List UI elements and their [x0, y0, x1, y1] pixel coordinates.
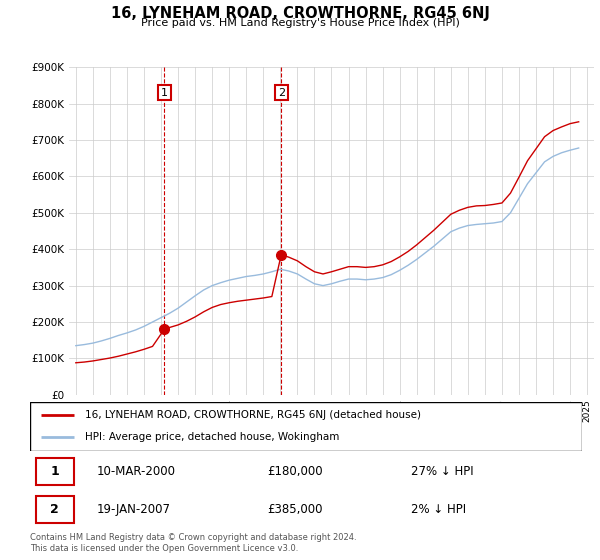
- Text: 1: 1: [50, 465, 59, 478]
- Text: 2% ↓ HPI: 2% ↓ HPI: [411, 503, 466, 516]
- Text: 1: 1: [161, 88, 168, 97]
- Text: HPI: Average price, detached house, Wokingham: HPI: Average price, detached house, Woki…: [85, 432, 340, 442]
- Text: 16, LYNEHAM ROAD, CROWTHORNE, RG45 6NJ (detached house): 16, LYNEHAM ROAD, CROWTHORNE, RG45 6NJ (…: [85, 410, 421, 421]
- FancyBboxPatch shape: [35, 458, 74, 486]
- Text: 27% ↓ HPI: 27% ↓ HPI: [411, 465, 473, 478]
- Text: £180,000: £180,000: [268, 465, 323, 478]
- FancyBboxPatch shape: [35, 496, 74, 523]
- Text: 2: 2: [278, 88, 285, 97]
- Text: £385,000: £385,000: [268, 503, 323, 516]
- Text: 16, LYNEHAM ROAD, CROWTHORNE, RG45 6NJ: 16, LYNEHAM ROAD, CROWTHORNE, RG45 6NJ: [110, 6, 490, 21]
- Text: 2: 2: [50, 503, 59, 516]
- Text: 19-JAN-2007: 19-JAN-2007: [96, 503, 170, 516]
- Text: Price paid vs. HM Land Registry's House Price Index (HPI): Price paid vs. HM Land Registry's House …: [140, 18, 460, 28]
- Text: 10-MAR-2000: 10-MAR-2000: [96, 465, 175, 478]
- Text: Contains HM Land Registry data © Crown copyright and database right 2024.
This d: Contains HM Land Registry data © Crown c…: [30, 533, 356, 553]
